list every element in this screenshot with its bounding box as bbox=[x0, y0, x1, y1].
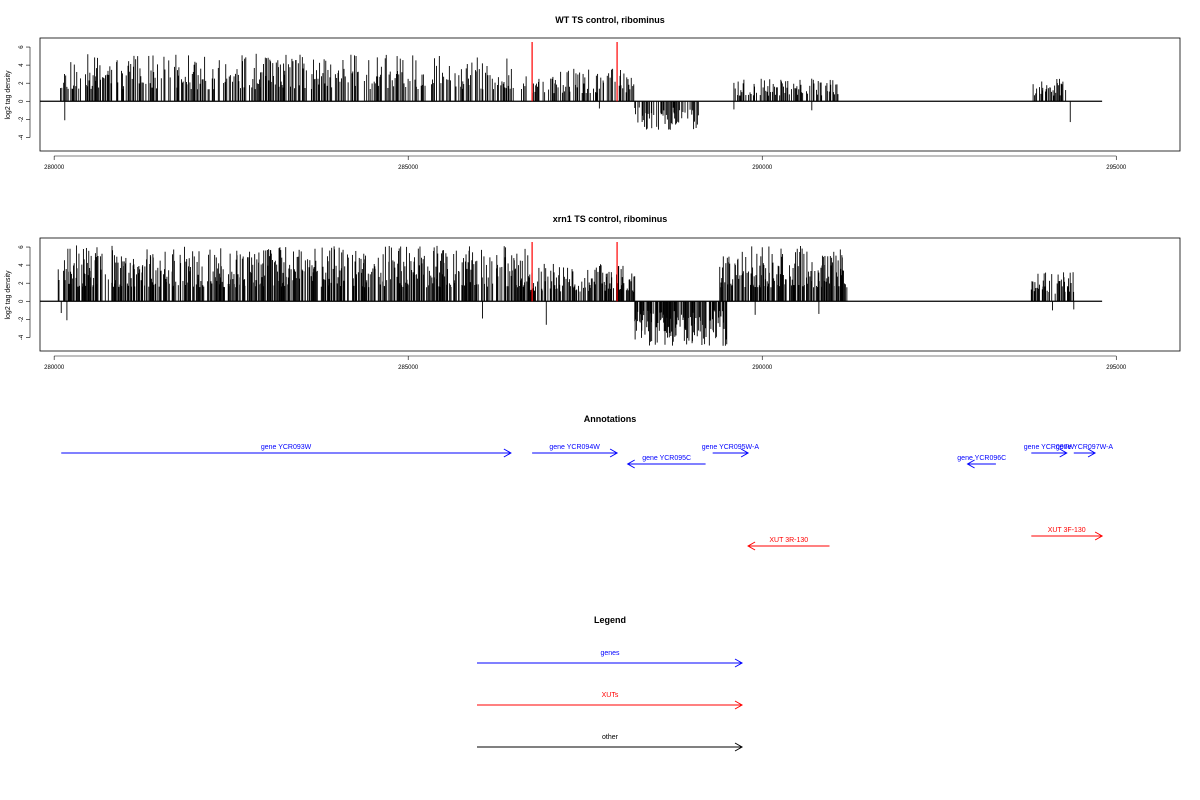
xrn1-density-panel: xrn1 TS control, ribominus log2 tag dens… bbox=[5, 214, 1181, 371]
y-tick-label: -2 bbox=[19, 116, 25, 122]
y-axis-label: log2 tag density bbox=[5, 270, 12, 320]
y-tick-label: 2 bbox=[19, 281, 25, 285]
panel-title: xrn1 TS control, ribominus bbox=[553, 214, 668, 224]
x-tick-label: 285000 bbox=[398, 165, 419, 171]
annotations-track: Annotations gene YCR093W gene YCR094Wgene… bbox=[61, 414, 1114, 551]
legend: Legend genes XUTs other bbox=[477, 615, 744, 752]
panel-title: WT TS control, ribominus bbox=[555, 15, 665, 25]
arrow-head bbox=[503, 448, 512, 458]
arrow-head bbox=[734, 742, 744, 752]
annotation-arrow: gene YCR093W bbox=[61, 444, 512, 458]
annotation-arrow: gene YCR097W-A bbox=[1056, 444, 1114, 458]
wt-density-panel: WT TS control, ribominus log2 tag densit… bbox=[5, 15, 1181, 171]
arrow-head bbox=[740, 448, 750, 458]
y-tick-label: 0 bbox=[19, 99, 25, 103]
arrow-head bbox=[966, 459, 975, 469]
annotations-title: Annotations bbox=[584, 414, 637, 424]
arrow-head bbox=[626, 459, 635, 469]
annotation-arrow: XUT 3R-130 bbox=[747, 537, 830, 551]
arrow-head bbox=[734, 700, 744, 710]
annotation-arrow: gene YCR097W bbox=[1024, 444, 1075, 458]
y-axis: -4 -2 0 2 4 6 bbox=[19, 45, 31, 140]
annotation-label: gene YCR097W bbox=[1024, 444, 1075, 451]
arrow-head bbox=[1059, 448, 1068, 458]
annotation-label: gene YCR096C bbox=[957, 455, 1006, 462]
legend-label: other bbox=[602, 734, 619, 741]
x-tick-label: 290000 bbox=[752, 365, 773, 371]
legend-item: genes bbox=[477, 650, 744, 668]
plot-frame bbox=[39, 237, 1181, 352]
density-bars bbox=[60, 53, 1071, 130]
annotation-label: gene YCR095W-A bbox=[702, 444, 760, 451]
legend-title: Legend bbox=[594, 615, 626, 625]
arrow-head bbox=[1087, 448, 1097, 458]
y-tick-label: 0 bbox=[19, 299, 25, 303]
arrow-head bbox=[609, 448, 619, 458]
annotation-label: XUT 3R-130 bbox=[769, 537, 808, 544]
y-tick-label: -4 bbox=[19, 134, 25, 140]
arrow-head bbox=[747, 541, 756, 551]
annotation-features: gene YCR093W gene YCR094W gene YCR095C gene… bbox=[61, 444, 1114, 551]
y-tick-label: 4 bbox=[19, 263, 25, 267]
y-tick-label: -2 bbox=[19, 316, 25, 322]
annotation-arrow: gene YCR095W-A bbox=[702, 444, 760, 458]
y-axis: -4 -2 0 2 4 6 bbox=[19, 245, 31, 340]
arrow-head bbox=[734, 658, 744, 668]
x-tick-label: 280000 bbox=[44, 165, 65, 171]
annotation-label: gene YCR095C bbox=[642, 455, 691, 462]
annotation-label: gene YCR094W bbox=[549, 444, 600, 451]
annotation-label: gene YCR097W-A bbox=[1056, 444, 1114, 451]
x-tick-label: 285000 bbox=[398, 365, 419, 371]
plot-frame bbox=[39, 37, 1181, 152]
y-tick-label: 4 bbox=[19, 63, 25, 67]
y-axis-label: log2 tag density bbox=[5, 70, 12, 120]
legend-label: genes bbox=[600, 650, 620, 657]
y-tick-label: -4 bbox=[19, 334, 25, 340]
annotation-arrow: gene YCR094W bbox=[532, 444, 619, 458]
y-tick-label: 6 bbox=[19, 45, 25, 49]
y-tick-label: 2 bbox=[19, 81, 25, 85]
red-markers bbox=[531, 242, 618, 302]
y-tick-label: 6 bbox=[19, 245, 25, 249]
annotation-arrow: XUT 3F-130 bbox=[1031, 527, 1104, 541]
legend-item: XUTs bbox=[477, 692, 744, 710]
arrow-head bbox=[1094, 531, 1104, 541]
x-axis: 280000 285000 290000 295000 bbox=[44, 155, 1127, 171]
x-axis: 280000 285000 290000 295000 bbox=[44, 355, 1127, 371]
x-tick-label: 290000 bbox=[752, 165, 773, 171]
legend-label: XUTs bbox=[602, 692, 619, 699]
x-tick-label: 295000 bbox=[1106, 365, 1127, 371]
x-tick-label: 295000 bbox=[1106, 165, 1127, 171]
annotation-label: XUT 3F-130 bbox=[1048, 527, 1086, 534]
legend-items: genes XUTs other bbox=[477, 650, 744, 752]
annotation-arrow: gene YCR095C bbox=[626, 455, 706, 469]
annotation-label: gene YCR093W bbox=[261, 444, 312, 451]
red-markers bbox=[531, 42, 618, 102]
annotation-arrow: gene YCR096C bbox=[957, 455, 1006, 469]
legend-item: other bbox=[477, 734, 744, 752]
x-tick-label: 280000 bbox=[44, 365, 65, 371]
density-bars bbox=[57, 245, 1075, 346]
